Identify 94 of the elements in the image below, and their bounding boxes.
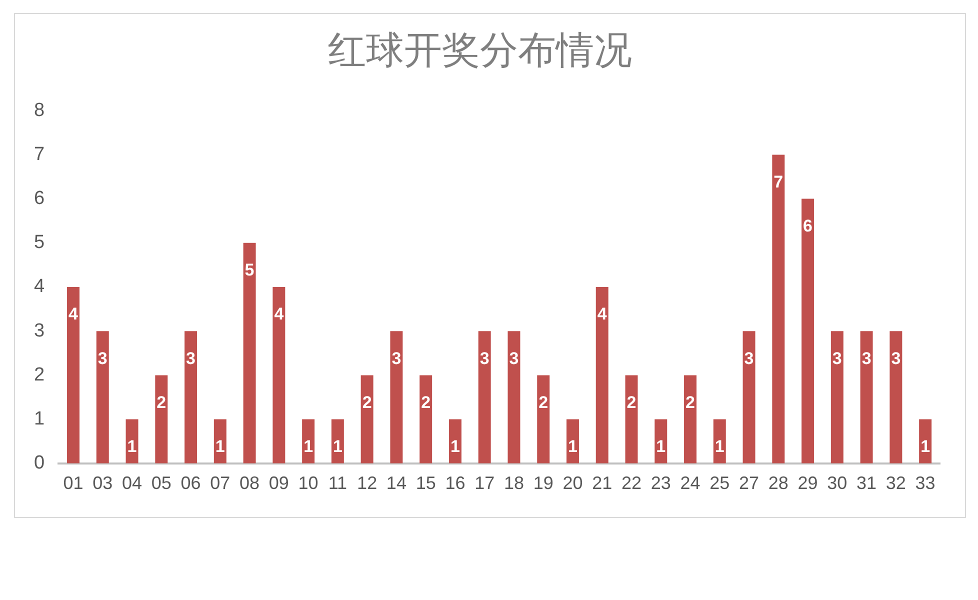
y-tick-label: 2 — [34, 364, 45, 386]
bar — [155, 375, 168, 464]
data-label: 3 — [98, 348, 108, 368]
data-label: 2 — [421, 392, 431, 412]
bar — [96, 331, 109, 464]
x-tick-label: 01 — [63, 473, 84, 494]
x-tick-label: 05 — [151, 473, 172, 494]
x-tick-label: 14 — [386, 473, 406, 494]
data-label: 1 — [656, 436, 666, 456]
bar — [860, 331, 873, 464]
chart-title: 红球开奖分布情况 — [328, 30, 632, 72]
data-label: 1 — [332, 436, 342, 456]
x-tick-label: 27 — [739, 473, 760, 494]
y-tick-label: 7 — [34, 144, 45, 165]
data-label: 7 — [774, 172, 784, 192]
data-label: 1 — [215, 436, 225, 456]
data-label: 2 — [686, 392, 695, 412]
data-label: 3 — [744, 348, 754, 368]
x-tick-label: 28 — [768, 473, 788, 494]
bar — [420, 375, 432, 464]
x-tick-label: 23 — [650, 473, 671, 494]
data-label: 2 — [362, 392, 372, 412]
data-label: 2 — [626, 392, 636, 412]
data-label: 1 — [714, 436, 724, 456]
x-tick-label: 04 — [122, 473, 142, 494]
y-tick-label: 4 — [34, 276, 45, 298]
data-label: 2 — [538, 392, 548, 412]
y-tick-label: 6 — [34, 188, 45, 210]
bar — [302, 419, 315, 464]
x-tick-label: 20 — [562, 473, 583, 494]
x-tick-label: 17 — [474, 473, 495, 494]
data-label: 3 — [862, 348, 872, 368]
bar — [508, 331, 520, 464]
bar — [390, 331, 403, 464]
bar — [596, 287, 608, 464]
y-tick-label: 5 — [34, 232, 45, 254]
data-label: 4 — [597, 304, 608, 324]
y-tick-label: 8 — [34, 100, 45, 121]
bar — [360, 375, 374, 464]
data-label: 3 — [392, 348, 402, 368]
x-tick-label: 19 — [533, 473, 554, 494]
y-tick-label: 0 — [34, 452, 45, 474]
x-tick-label: 03 — [92, 473, 113, 494]
data-label: 3 — [891, 348, 901, 368]
data-label: 3 — [509, 348, 519, 368]
data-label: 2 — [156, 392, 166, 412]
bar — [478, 331, 491, 464]
x-tick-label: 10 — [298, 473, 318, 494]
bar — [243, 242, 256, 464]
data-label: 3 — [186, 348, 196, 368]
x-tick-label: 29 — [798, 473, 818, 494]
bar — [684, 375, 697, 464]
x-tick-label: 11 — [328, 473, 348, 494]
x-tick-label: 21 — [592, 473, 612, 494]
bar — [272, 287, 286, 464]
x-tick-label: 12 — [357, 473, 378, 494]
x-tick-label: 25 — [710, 473, 730, 494]
x-tick-label: 15 — [416, 473, 436, 494]
x-tick-label: 08 — [240, 473, 260, 494]
x-tick-label: 32 — [886, 473, 906, 494]
data-label: 3 — [832, 348, 842, 368]
data-label: 4 — [68, 304, 79, 324]
data-label: 3 — [480, 348, 490, 368]
bar — [654, 419, 668, 464]
data-label: 6 — [803, 216, 813, 236]
bar — [802, 198, 814, 464]
y-tick-label: 3 — [34, 320, 45, 342]
bar — [742, 331, 756, 464]
x-tick-label: 33 — [915, 473, 936, 494]
x-tick-label: 16 — [445, 473, 466, 494]
bar — [184, 331, 198, 464]
data-label: 5 — [244, 260, 254, 280]
data-label: 1 — [127, 436, 137, 456]
bar — [67, 287, 80, 464]
bar — [919, 419, 932, 464]
x-tick-label: 31 — [856, 473, 877, 494]
bar — [830, 331, 844, 464]
data-label: 1 — [304, 436, 314, 456]
x-tick-label: 24 — [680, 473, 700, 494]
x-tick-label: 09 — [268, 473, 289, 494]
x-tick-label: 18 — [504, 473, 524, 494]
x-tick-label: 22 — [621, 473, 642, 494]
bar — [772, 154, 785, 464]
bar — [537, 375, 550, 464]
y-tick-label: 1 — [34, 408, 45, 430]
bar — [890, 331, 902, 464]
data-label: 1 — [920, 436, 930, 456]
x-tick-label: 30 — [827, 473, 848, 494]
bar — [625, 375, 638, 464]
x-tick-label: 06 — [180, 473, 201, 494]
data-label: 1 — [568, 436, 578, 456]
data-label: 4 — [274, 304, 284, 324]
data-label: 1 — [450, 436, 460, 456]
x-tick-label: 07 — [210, 473, 230, 494]
